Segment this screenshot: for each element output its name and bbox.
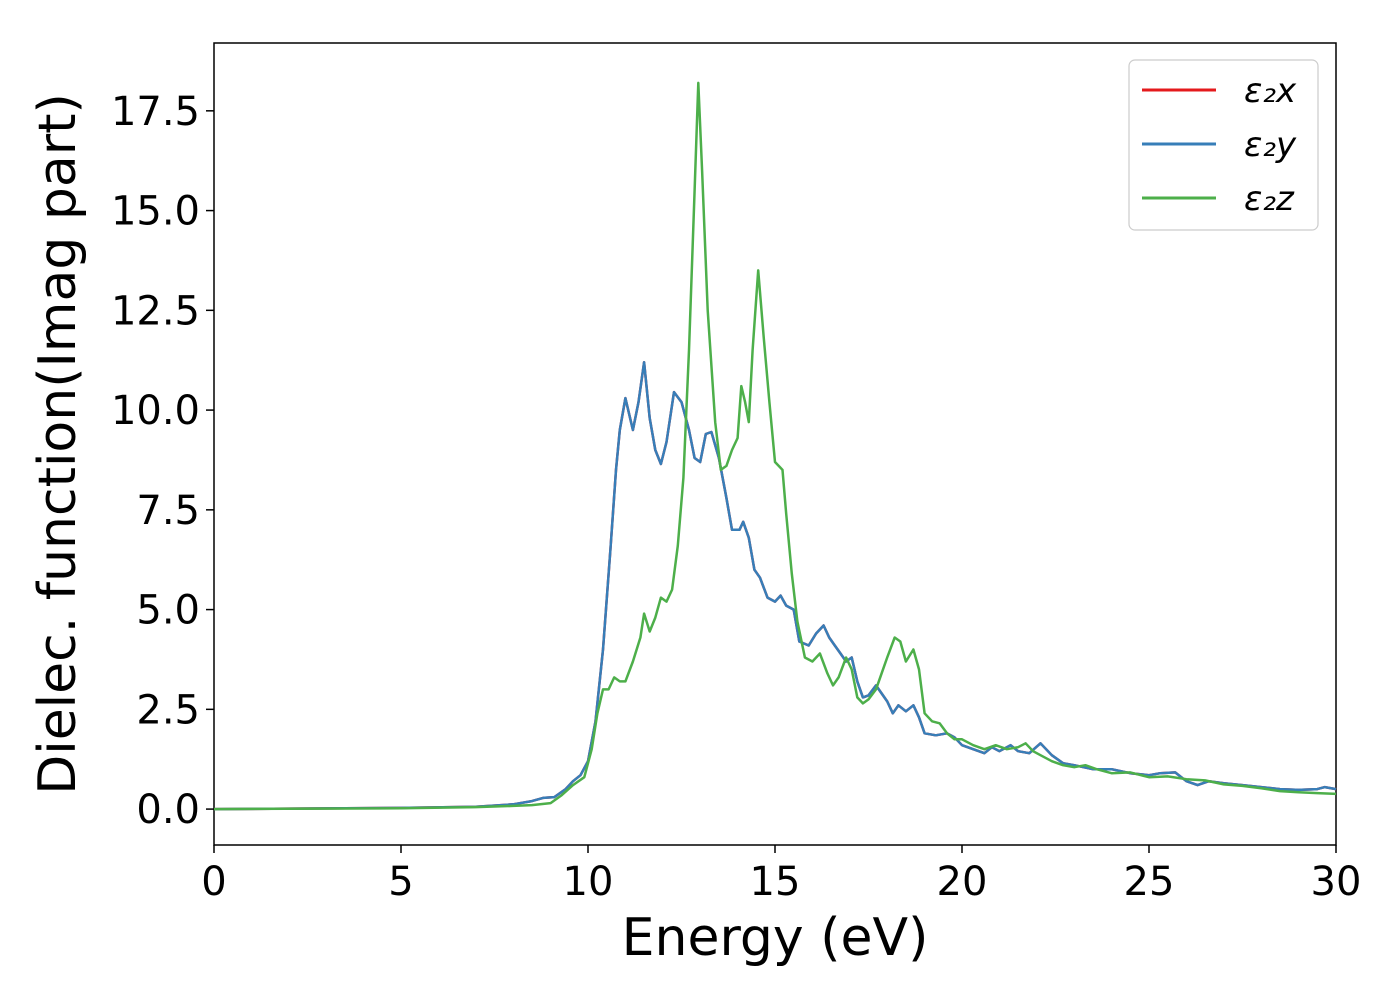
- x-axis-ticks: 0 5 10 15 20 25 30: [201, 845, 1361, 905]
- x-axis-label: Energy (eV): [622, 908, 929, 968]
- legend: ε₂x ε₂y ε₂z: [1128, 59, 1319, 231]
- x-tick-label: 5: [388, 859, 413, 905]
- x-tick-label: 30: [1311, 859, 1362, 905]
- y-axis-ticks: 0.0 2.5 5.0 7.5 10.0 12.5 15.0 17.5: [111, 89, 214, 833]
- y-tick-label: 2.5: [136, 687, 200, 733]
- y-tick-label: 12.5: [111, 288, 200, 334]
- x-tick-label: 10: [563, 859, 614, 905]
- y-tick-label: 10.0: [111, 388, 200, 434]
- y-tick-label: 5.0: [136, 588, 200, 634]
- x-tick-label: 20: [937, 859, 988, 905]
- x-tick-label: 15: [750, 859, 801, 905]
- legend-label-y: ε₂y: [1244, 125, 1297, 165]
- x-tick-label: 0: [201, 859, 226, 905]
- series-layer: [213, 81, 1337, 811]
- y-tick-label: 17.5: [111, 89, 200, 135]
- legend-box: [1128, 59, 1319, 231]
- y-tick-label: 0.0: [136, 787, 200, 833]
- x-tick-label: 25: [1124, 859, 1175, 905]
- series-line-2: [213, 81, 1337, 811]
- legend-label-z: ε₂z: [1244, 179, 1295, 219]
- legend-label-x: ε₂x: [1244, 71, 1297, 111]
- y-tick-label: 15.0: [111, 189, 200, 235]
- y-tick-label: 7.5: [136, 488, 200, 534]
- y-axis-label: Dielec. function(Imag part): [28, 93, 88, 795]
